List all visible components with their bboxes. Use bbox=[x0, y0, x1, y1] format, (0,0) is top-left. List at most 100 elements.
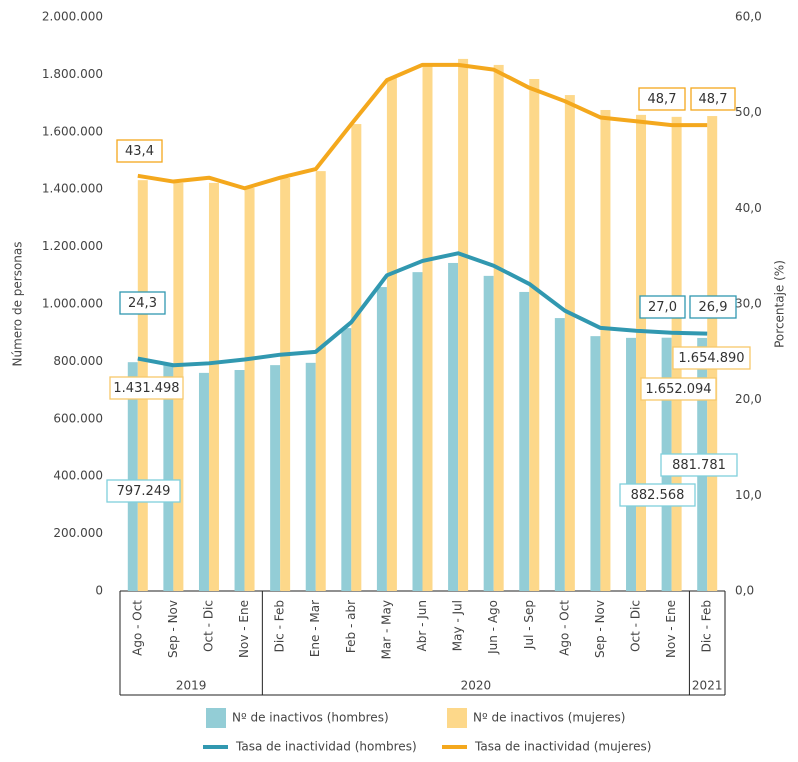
bar bbox=[493, 64, 504, 591]
x-tick-label: Nov - Ene bbox=[664, 600, 678, 658]
data-label-box bbox=[672, 346, 751, 370]
y2-tick-label: 30,0 bbox=[735, 297, 762, 311]
data-label-box bbox=[109, 376, 184, 400]
y2-tick-label: 10,0 bbox=[735, 488, 762, 502]
legend-label: Nº de inactivos (hombres) bbox=[232, 711, 389, 725]
y-tick-label: 200.000 bbox=[53, 526, 103, 540]
bar bbox=[529, 78, 540, 591]
y-tick-label: 400.000 bbox=[53, 469, 103, 483]
x-tick-label: Oct - Dic bbox=[629, 600, 643, 652]
y-tick-label: 0 bbox=[95, 584, 103, 598]
y2-tick-label: 50,0 bbox=[735, 105, 762, 119]
data-label-box bbox=[689, 295, 737, 319]
bar bbox=[280, 178, 291, 591]
legend-label: Tasa de inactividad (hombres) bbox=[235, 740, 417, 754]
bar bbox=[590, 336, 601, 591]
bar bbox=[208, 182, 219, 592]
data-label-box bbox=[639, 295, 686, 319]
line bbox=[137, 251, 708, 368]
year-label: 2020 bbox=[461, 679, 492, 693]
data-label: 48,7 bbox=[699, 92, 728, 107]
x-tick-label: Jun - Ago bbox=[486, 600, 500, 655]
data-label: 1.431.498 bbox=[113, 381, 179, 396]
data-label: 1.652.094 bbox=[645, 382, 711, 397]
x-tick-label: May - Jul bbox=[451, 600, 465, 651]
bar bbox=[564, 95, 575, 592]
data-label: 48,7 bbox=[648, 92, 677, 107]
data-label: 26,9 bbox=[699, 300, 728, 315]
y-axis-label: Número de personas bbox=[11, 241, 25, 366]
bar bbox=[305, 362, 316, 591]
line bbox=[137, 62, 708, 191]
y-tick-label: 1.200.000 bbox=[42, 239, 103, 253]
data-label: 881.781 bbox=[672, 458, 726, 473]
data-label: 43,4 bbox=[125, 144, 154, 159]
x-tick-label: Dic - Feb bbox=[700, 600, 714, 652]
y-tick-label: 2.000.000 bbox=[42, 10, 103, 24]
y2-tick-label: 20,0 bbox=[735, 392, 762, 406]
bar bbox=[376, 287, 387, 591]
x-tick-label: Ago - Oct bbox=[130, 600, 144, 656]
bar bbox=[626, 337, 637, 591]
bar bbox=[386, 78, 397, 592]
data-label-box bbox=[640, 377, 717, 401]
y2-tick-label: 0,0 bbox=[735, 584, 754, 598]
data-label: 1.654.890 bbox=[678, 351, 744, 366]
bar bbox=[554, 318, 565, 591]
y2-tick-label: 40,0 bbox=[735, 201, 762, 215]
data-label: 27,0 bbox=[648, 300, 677, 315]
x-tick-label: Nov - Ene bbox=[237, 600, 251, 658]
legend-label: Nº de inactivos (mujeres) bbox=[473, 711, 625, 725]
bar bbox=[198, 372, 209, 591]
data-label-box bbox=[619, 483, 696, 507]
data-label-box bbox=[638, 87, 686, 111]
bar bbox=[270, 365, 281, 591]
bar bbox=[600, 109, 611, 591]
legend-swatch bbox=[206, 708, 226, 728]
year-label: 2021 bbox=[692, 679, 723, 693]
x-tick-label: Sep - Nov bbox=[166, 600, 180, 658]
data-label-box bbox=[106, 479, 181, 503]
bar bbox=[422, 64, 433, 591]
legend-swatch bbox=[447, 708, 467, 728]
x-tick-label: Sep - Nov bbox=[593, 600, 607, 658]
y-tick-label: 800.000 bbox=[53, 354, 103, 368]
data-label-box bbox=[119, 291, 166, 315]
y-tick-label: 1.000.000 bbox=[42, 297, 103, 311]
x-tick-label: Oct - Dic bbox=[201, 600, 215, 652]
bar bbox=[636, 114, 647, 591]
year-label: 2019 bbox=[176, 679, 207, 693]
x-tick-label: Mar - May bbox=[379, 600, 393, 659]
bar bbox=[412, 272, 423, 591]
x-tick-label: Dic - Feb bbox=[273, 600, 287, 652]
bar bbox=[458, 58, 469, 592]
y-tick-label: 1.800.000 bbox=[42, 67, 103, 81]
bar bbox=[519, 291, 530, 591]
data-label-box bbox=[690, 87, 736, 111]
bar bbox=[163, 364, 174, 591]
data-label: 882.568 bbox=[631, 488, 685, 503]
y2-axis-label: Porcentaje (%) bbox=[773, 260, 787, 348]
legend-label: Tasa de inactividad (mujeres) bbox=[474, 740, 651, 754]
bar bbox=[351, 124, 362, 592]
bar bbox=[234, 370, 245, 591]
y2-tick-label: 60,0 bbox=[735, 10, 762, 24]
data-label-box bbox=[116, 139, 163, 163]
y-tick-label: 600.000 bbox=[53, 411, 103, 425]
bar bbox=[483, 275, 494, 591]
data-label: 24,3 bbox=[128, 296, 157, 311]
y-tick-label: 1.600.000 bbox=[42, 124, 103, 138]
x-tick-label: Ago - Oct bbox=[557, 600, 571, 656]
data-label-box bbox=[660, 453, 738, 477]
data-label: 797.249 bbox=[117, 484, 171, 499]
x-tick-label: Jul - Sep bbox=[522, 600, 536, 650]
y-tick-label: 1.400.000 bbox=[42, 182, 103, 196]
bar bbox=[127, 362, 138, 591]
bar bbox=[315, 171, 326, 591]
x-tick-label: Ene - Mar bbox=[308, 600, 322, 657]
bar bbox=[448, 262, 459, 591]
bar bbox=[341, 328, 352, 591]
x-tick-label: Feb - abr bbox=[344, 600, 358, 653]
